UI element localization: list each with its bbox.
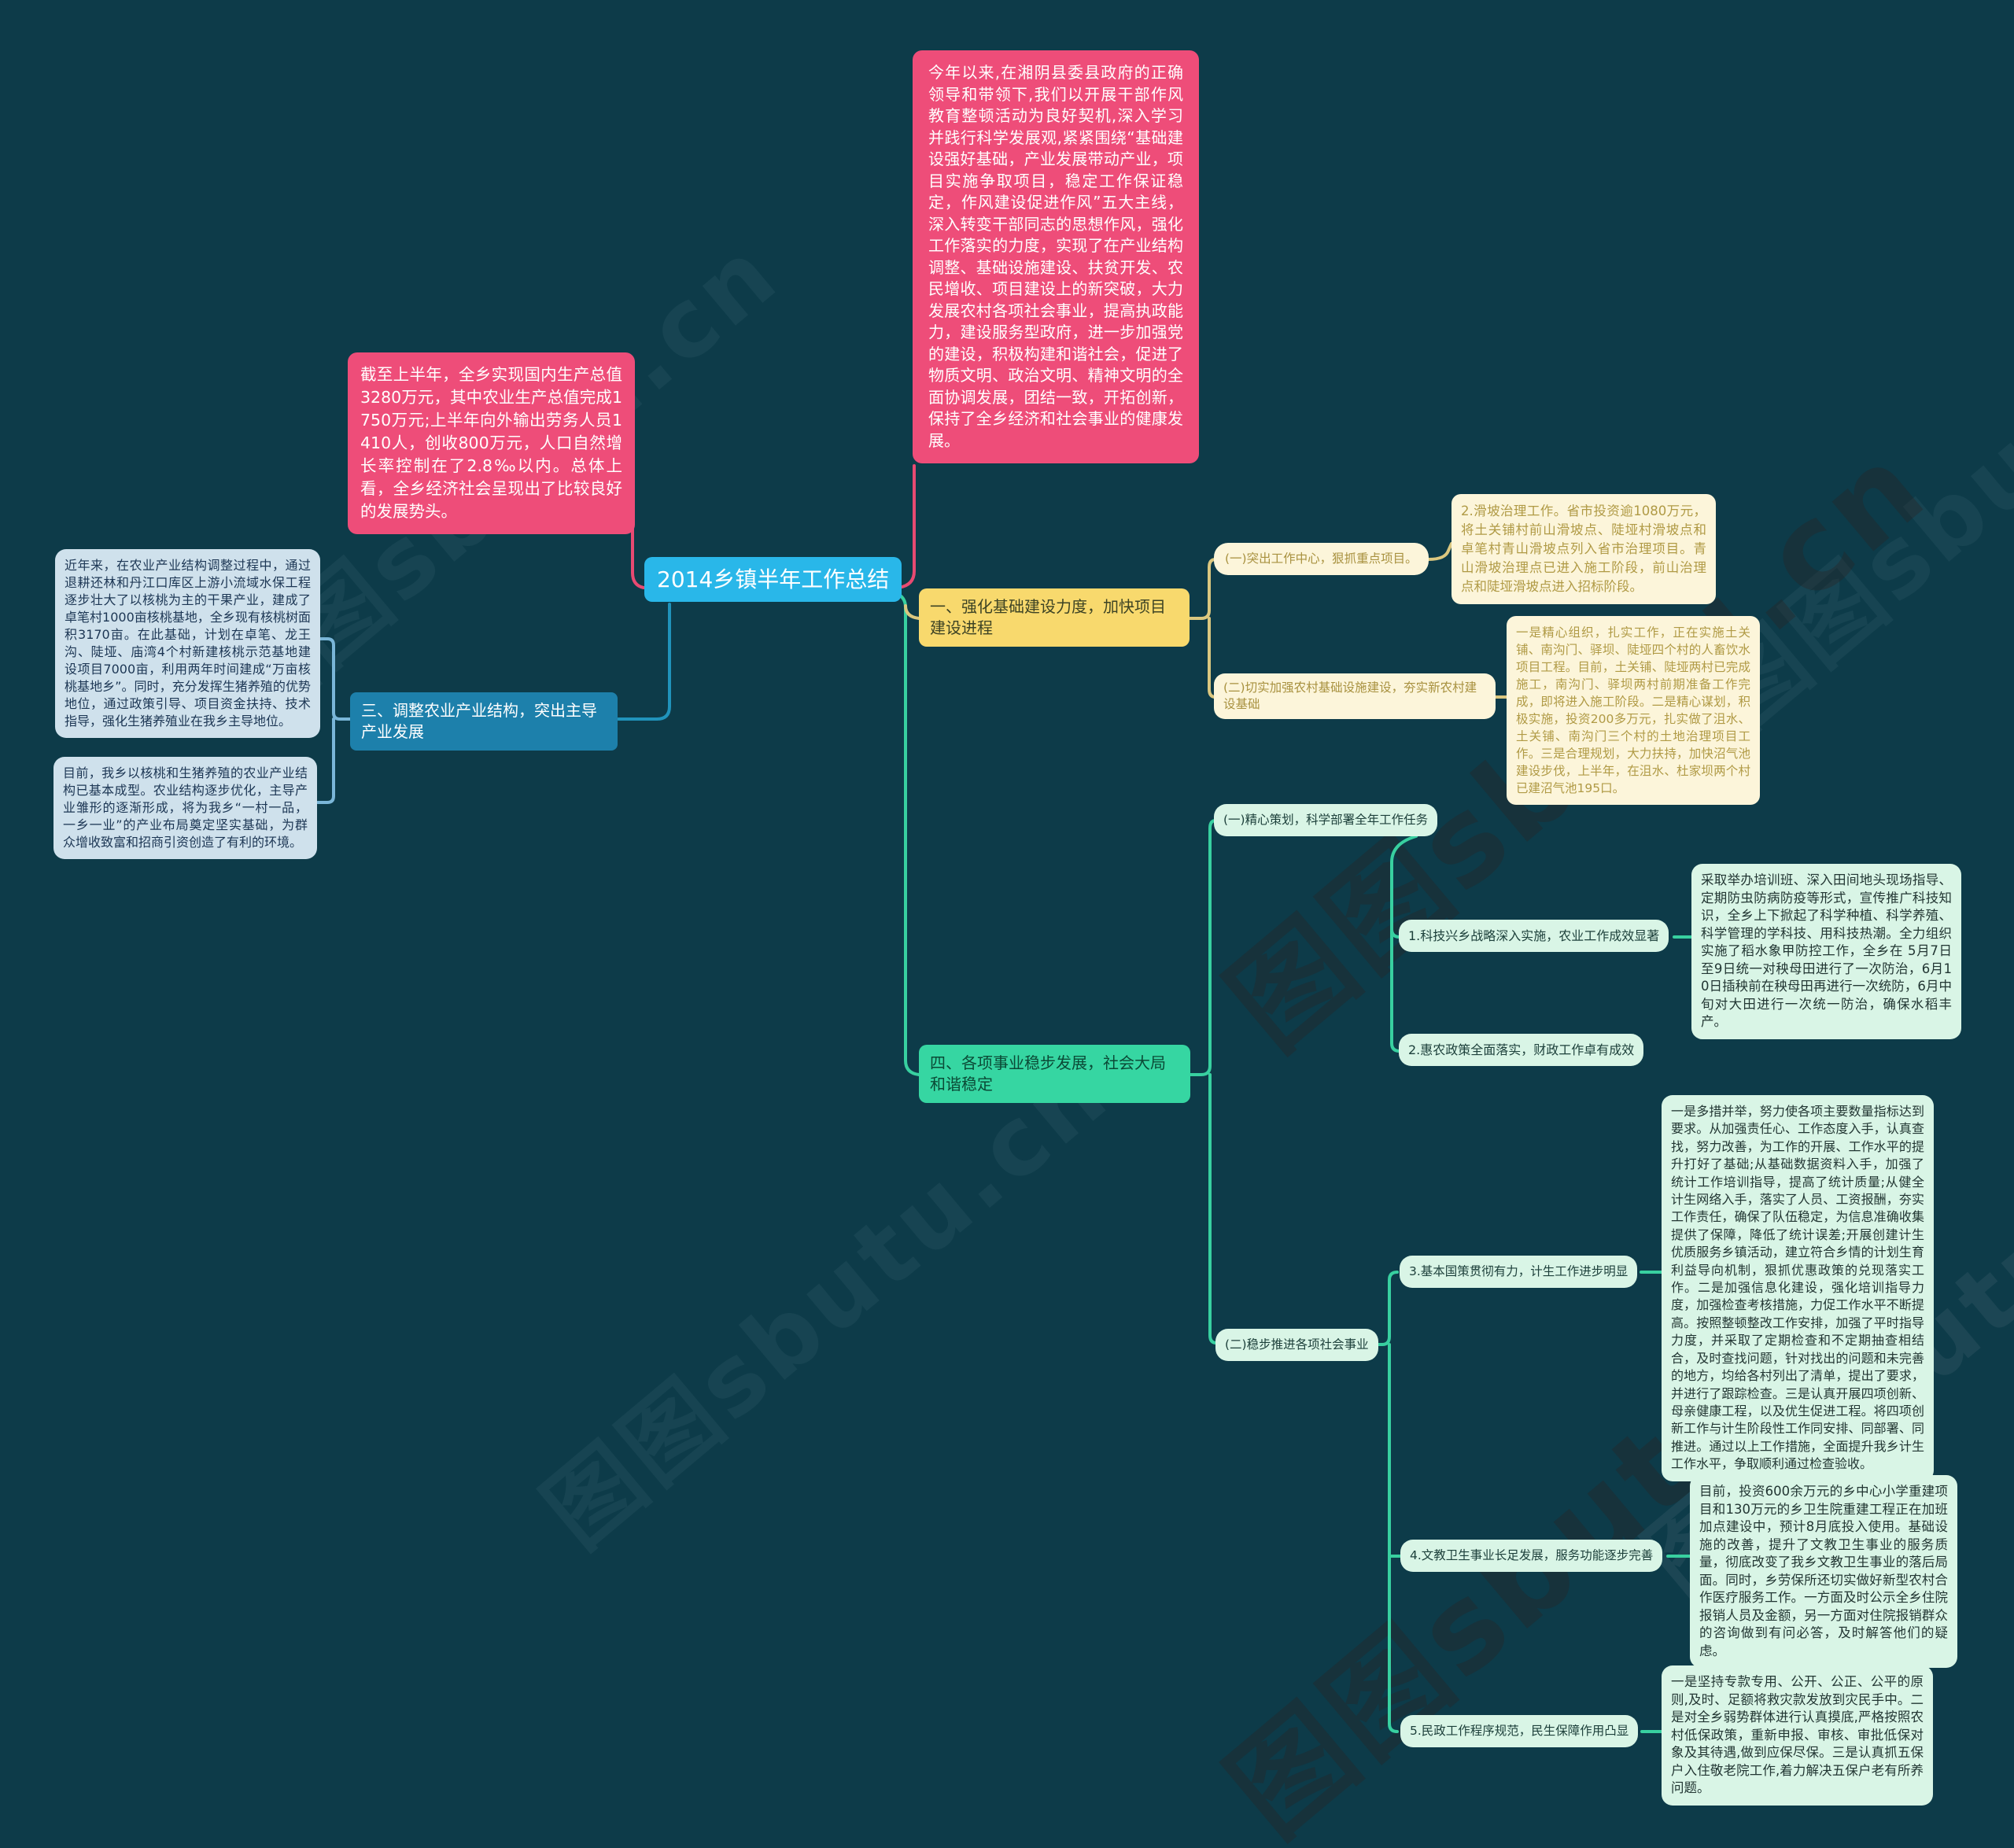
floating-note-intro[interactable]: 今年以来,在湘阴县委县政府的正确领导和带领下,我们以开展干部作风教育整顿活动为良… bbox=[913, 50, 1199, 463]
branch-three-note-current[interactable]: 目前，我乡以核桃和生猪养殖的农业产业结构已基本成型。农业结构逐步优化，主导产业雏… bbox=[53, 757, 317, 859]
branch-four-item-1[interactable]: 1.科技兴乡战略深入实施，农业工作成效显著 bbox=[1399, 920, 1669, 952]
branch-four-sub1-topic[interactable]: (一)精心策划，科学部署全年工作任务 bbox=[1214, 804, 1438, 836]
floating-note-overview[interactable]: 截至上半年，全乡实现国内生产总值3280万元，其中农业生产总值完成1750万元;… bbox=[348, 352, 635, 534]
link-item1-stub bbox=[1390, 928, 1401, 939]
branch-four-item-1-note[interactable]: 采取举办培训班、深入田间地头现场指导、定期防虫防病防疫等形式，宣传推广科技知识，… bbox=[1691, 864, 1961, 1039]
link-sub1-items bbox=[1390, 835, 1418, 1053]
link-sub1-note bbox=[1427, 542, 1453, 561]
branch-four-item-4-note[interactable]: 目前，投资600余万元的乡中心小学重建项目和130万元的乡卫生院重建工程正在加班… bbox=[1690, 1475, 1957, 1668]
link-sub2-items-down bbox=[1388, 1343, 1399, 1733]
branch-one-topic[interactable]: 一、强化基础建设力度，加快项目建设进程 bbox=[919, 588, 1190, 647]
branch-four-item-2[interactable]: 2.惠农政策全面落实，财政工作卓有成效 bbox=[1399, 1034, 1644, 1066]
branch-four-item-5[interactable]: 5.民政工作程序规范，民生保障作用凸显 bbox=[1400, 1715, 1639, 1747]
branch-three-topic[interactable]: 三、调整农业产业结构，突出主导产业发展 bbox=[350, 692, 618, 751]
link-branch3-note1 bbox=[319, 637, 352, 721]
branch-four-item-3[interactable]: 3.基本国策贯彻有力，计生工作进步明显 bbox=[1400, 1256, 1638, 1288]
link-branch4-sub2 bbox=[1208, 1073, 1218, 1345]
branch-four-topic[interactable]: 四、各项事业稳步发展，社会大局和谐稳定 bbox=[919, 1045, 1190, 1103]
link-branch1-sub1 bbox=[1188, 558, 1217, 620]
branch-one-sub2-note[interactable]: 一是精心组织，扎实工作，正在实施土关铺、南沟门、驿坝、陡垭四个村的人畜饮水项目工… bbox=[1507, 616, 1760, 805]
branch-four-sub2-topic[interactable]: (二)稳步推进各项社会事业 bbox=[1215, 1329, 1378, 1361]
link-central-branch3 bbox=[617, 603, 671, 721]
branch-four-item-4[interactable]: 4.文教卫生事业长足发展，服务功能逐步完善 bbox=[1400, 1540, 1663, 1572]
link-branch4-sub1 bbox=[1189, 819, 1217, 1076]
branch-four-item-5-note[interactable]: 一是坚持专款专用、公开、公正、公平的原则,及时、足额将救灾款发放到灾民手中。二是… bbox=[1662, 1665, 1933, 1806]
link-branch3-note2 bbox=[316, 717, 335, 804]
link-overview-central bbox=[631, 523, 645, 589]
link-central-trunk bbox=[887, 590, 920, 1076]
branch-three-note-history[interactable]: 近年来，在农业产业结构调整过程中，通过退耕还林和丹江口库区上游小流域水保工程逐步… bbox=[55, 549, 320, 738]
branch-one-sub1-topic[interactable]: (一)突出工作中心，狠抓重点项目。 bbox=[1214, 543, 1429, 575]
link-sub2-items-up bbox=[1376, 1271, 1399, 1346]
branch-one-sub1-note[interactable]: 2.滑坡治理工作。省市投资逾1080万元，将土关铺村前山滑坡点、陡垭村滑坡点和卓… bbox=[1451, 494, 1716, 604]
link-trunk-branch1 bbox=[904, 604, 920, 620]
central-topic[interactable]: 2014乡镇半年工作总结 bbox=[644, 557, 902, 603]
branch-one-sub2-topic[interactable]: (二)切实加强农村基础设施建设，夯实新农村建设基础 bbox=[1214, 673, 1496, 719]
branch-four-item-3-note[interactable]: 一是多措并举，努力使各项主要数量指标达到要求。从加强责任心、工作态度入手，认真查… bbox=[1662, 1095, 1934, 1481]
